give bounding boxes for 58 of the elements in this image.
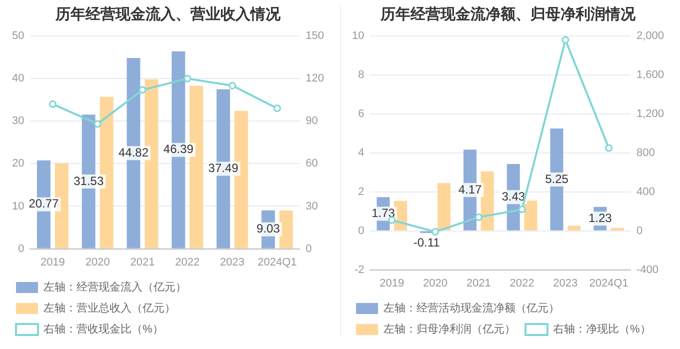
y2-tick-label: 120: [306, 72, 324, 85]
legend-label: 左轴：经营活动现金流净额（亿元）: [384, 302, 560, 315]
legend-label: 右轴：营收现金比（%）: [44, 322, 164, 336]
x-tick-label: 2024Q1: [589, 277, 628, 290]
y-tick-label: 0: [358, 224, 364, 237]
data-label: 1.23: [588, 210, 612, 225]
y2-tick-label: 400: [636, 186, 655, 198]
y-tick-label: 10: [12, 200, 24, 212]
y2-tick-label: 1,600: [636, 69, 664, 81]
x-tick-label: 2020: [85, 256, 110, 268]
x-tick-label: 2019: [380, 277, 404, 290]
data-label: 46.39: [163, 142, 194, 156]
y2-tick-label: 2,000: [636, 30, 664, 42]
y-tick-label: 6: [358, 108, 364, 120]
y-tick-label: 4: [358, 146, 364, 159]
y-tick-label: 50: [12, 30, 24, 42]
x-tick-label: 2024Q1: [258, 256, 297, 268]
y-tick-label: 0: [18, 242, 24, 255]
data-label: 3.43: [502, 189, 526, 204]
data-label: -0.11: [413, 235, 440, 250]
x-tick-label: 2022: [510, 277, 534, 290]
y2-tick-label: 60: [306, 158, 318, 170]
legend-label: 左轴：归母净利润（亿元）: [384, 322, 516, 336]
y2-tick-label: 30: [306, 200, 318, 212]
y-tick-label: 20: [12, 158, 24, 170]
x-tick-label: 2023: [553, 277, 578, 290]
x-tick-label: 2020: [423, 277, 448, 290]
chart-title: 历年经营现金流入、营业收入情况: [54, 5, 282, 24]
y2-tick-label: 150: [306, 30, 324, 42]
x-tick-label: 2021: [466, 277, 491, 290]
y-tick-label: 40: [12, 72, 24, 85]
y-tick-label: -2: [354, 264, 364, 276]
chart-title: 历年经营现金流净额、归母净利润情况: [380, 5, 636, 24]
y-tick-label: 10: [352, 30, 364, 42]
y-tick-label: 2: [358, 186, 364, 198]
y2-tick-label: -400: [636, 264, 659, 276]
x-tick-label: 2019: [40, 256, 65, 268]
x-tick-label: 2023: [220, 256, 245, 268]
x-tick-label: 2022: [175, 256, 200, 268]
data-label: 37.49: [208, 161, 239, 176]
data-label: 20.77: [28, 196, 60, 211]
y-tick-label: 8: [358, 69, 364, 81]
data-label: 1.73: [372, 206, 396, 220]
y2-tick-label: 1,200: [636, 108, 664, 120]
legend-label: 左轴：营业总收入（亿元）: [44, 302, 176, 315]
data-label: 31.53: [74, 174, 104, 188]
x-tick-label: 2021: [130, 256, 155, 268]
y-tick-label: 30: [12, 115, 24, 128]
data-label: 44.82: [118, 145, 149, 160]
legend-label: 右轴：净现比（%）: [553, 322, 651, 336]
y2-tick-label: 800: [636, 146, 655, 159]
y2-tick-label: 0: [306, 242, 312, 255]
data-label: 5.25: [545, 172, 569, 186]
legend-label: 左轴：经营现金流入（亿元）: [44, 280, 186, 294]
y2-tick-label: 90: [306, 115, 318, 128]
data-label: 4.17: [458, 182, 482, 196]
y2-tick-label: 0: [636, 224, 643, 237]
data-label: 9.03: [256, 222, 280, 236]
